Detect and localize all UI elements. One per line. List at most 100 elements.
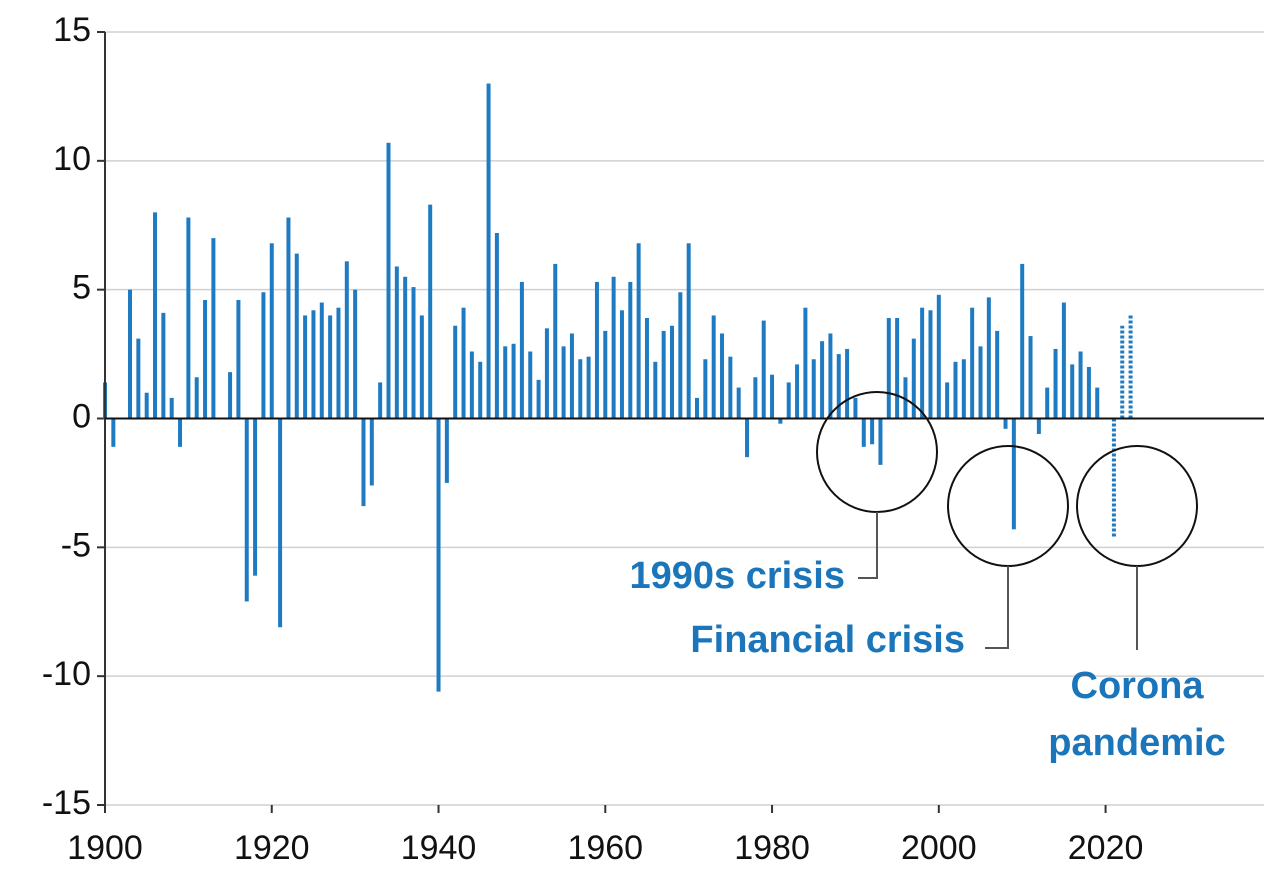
bar [203,299,208,419]
bar [369,418,374,486]
bar [544,328,549,419]
x-tick-label: 1940 [401,829,477,867]
leader-line [858,512,878,579]
bar [1078,351,1083,419]
bar [469,351,474,419]
bar [1095,387,1100,419]
bar [936,294,941,419]
callout-circle [816,391,938,513]
bar [653,361,658,419]
bar [795,364,800,419]
bar [569,333,574,419]
bar [1003,418,1008,429]
bar [278,418,283,628]
bar [494,232,499,419]
bar [811,359,816,419]
bar [111,418,116,447]
bar [561,346,566,419]
x-tick-label: 2020 [1068,829,1144,867]
bar [428,204,433,419]
bar [136,338,141,419]
x-tick-label: 1900 [67,829,143,867]
bar [319,302,324,419]
bar [528,351,533,419]
bar [378,382,383,419]
bar [186,217,191,419]
bar [895,318,900,419]
bar [611,276,616,419]
bar [669,325,674,419]
bar [728,356,733,419]
bar [269,243,274,419]
bar [644,318,649,419]
annotation: pandemic [1048,722,1225,764]
y-tick-label: 0 [72,397,91,435]
bar [619,310,624,419]
bar [403,276,408,419]
bar [261,292,266,419]
bar [361,418,366,507]
bar [536,379,541,419]
bar [161,312,166,419]
bar [961,359,966,419]
bar [453,325,458,419]
y-tick-label: 15 [53,11,91,49]
bar [303,315,308,419]
y-tick-label: -15 [42,784,91,822]
bar [903,377,908,419]
bar [253,418,258,576]
bar [870,418,875,445]
bar [461,307,466,419]
bar [511,343,516,419]
bar [1036,418,1041,434]
bar [761,320,766,419]
bar [128,289,133,419]
bar [703,359,708,419]
x-tick-label: 2000 [901,829,977,867]
bar [686,243,691,419]
bar [1011,418,1016,530]
bar [436,418,441,692]
bar [678,292,683,419]
x-tick-label: 1920 [234,829,310,867]
bar [153,212,158,419]
bar [878,418,883,465]
bar [444,418,449,483]
bar [828,333,833,419]
bar [886,318,891,419]
bar [745,418,750,458]
bar [786,382,791,419]
bar [636,243,641,419]
bar [394,266,399,419]
bar [1070,364,1075,419]
annotation: Corona [1071,665,1205,707]
bar [711,315,716,419]
bar [344,261,349,419]
bar [486,83,491,419]
bar [778,418,783,424]
bar [661,330,666,419]
bar [945,382,950,419]
bar [753,377,758,419]
bar [1045,387,1050,419]
bar [861,418,866,447]
y-tick-label: -10 [42,655,91,693]
bar [1020,263,1025,419]
bar [1061,302,1066,419]
bar [836,354,841,419]
bar [845,348,850,419]
bar [928,310,933,419]
bar [553,263,558,419]
bar [286,217,291,419]
y-tick-label: 10 [53,140,91,178]
bar [803,307,808,419]
bar [519,281,524,419]
bar [311,310,316,419]
bar [294,253,299,419]
bar [386,142,391,419]
bar [603,330,608,419]
x-tick-label: 1960 [567,829,643,867]
bar [1028,336,1033,419]
bar [503,346,508,419]
